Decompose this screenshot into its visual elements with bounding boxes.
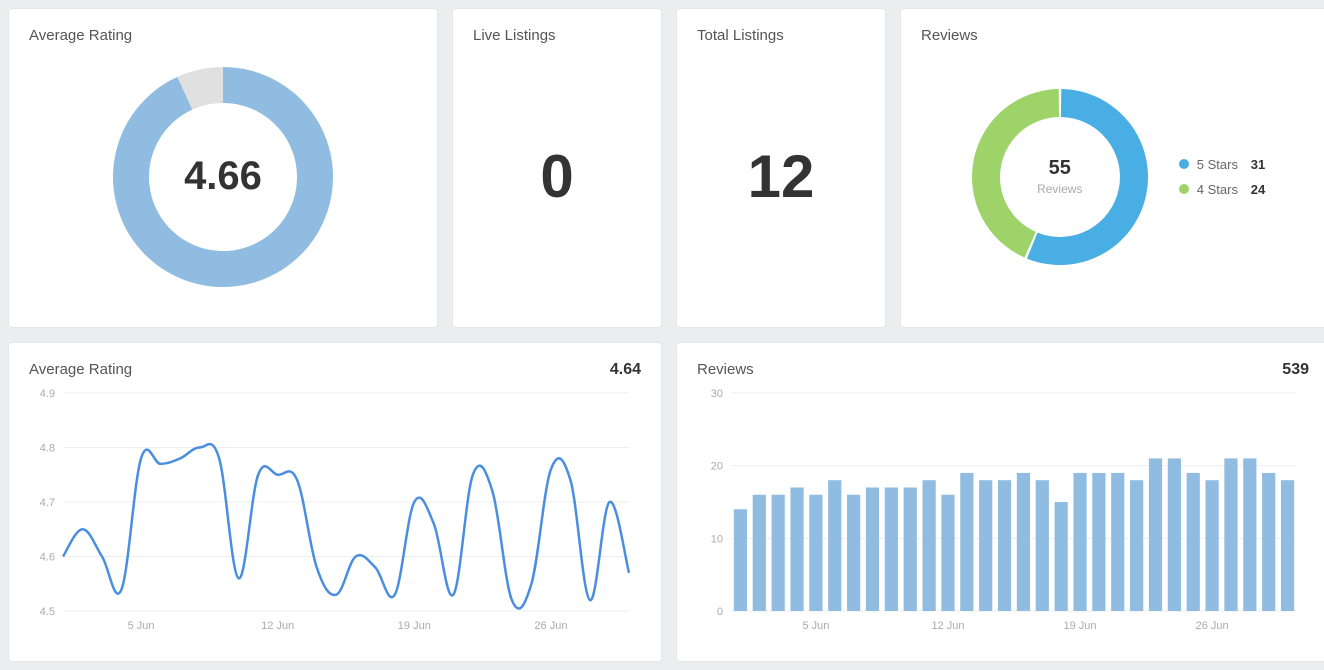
svg-text:26 Jun: 26 Jun	[1196, 620, 1229, 632]
legend-dot	[1179, 184, 1189, 194]
reviews-donut: 55 Reviews	[965, 82, 1155, 272]
card-total-listings: Total Listings 12	[676, 8, 886, 328]
legend-value: 31	[1251, 157, 1265, 172]
svg-text:4.5: 4.5	[40, 606, 55, 618]
svg-text:0: 0	[717, 606, 723, 618]
reviews-total-value: 55	[1049, 157, 1071, 180]
svg-text:12 Jun: 12 Jun	[261, 620, 294, 632]
svg-text:19 Jun: 19 Jun	[398, 620, 431, 632]
card-title: Average Rating	[29, 361, 132, 378]
dashboard-grid: Average Rating 4.66 Live Listings 0 Tota…	[0, 0, 1324, 670]
svg-text:10: 10	[711, 533, 723, 545]
svg-text:5 Jun: 5 Jun	[802, 620, 829, 632]
legend-label: 4 Stars	[1197, 182, 1243, 197]
legend-dot	[1179, 159, 1189, 169]
svg-text:5 Jun: 5 Jun	[128, 620, 155, 632]
svg-text:4.8: 4.8	[40, 443, 55, 455]
svg-text:19 Jun: 19 Jun	[1064, 620, 1097, 632]
reviews-bar-chart: 0 10 20 30 5 Jun 12 Jun 19 Jun 26 Jun	[697, 379, 1307, 637]
svg-text:20: 20	[711, 461, 723, 473]
reviews-legend: 5 Stars 31 4 Stars 24	[1179, 157, 1265, 197]
legend-value: 24	[1251, 182, 1265, 197]
card-average-rating: Average Rating 4.66	[8, 8, 438, 328]
card-live-listings: Live Listings 0	[452, 8, 662, 328]
card-average-rating-line: Average Rating 4.64 4.5 4.6 4.7 4.8 4.9 5 Jun…	[8, 342, 662, 662]
legend-row: 5 Stars 31	[1179, 157, 1265, 172]
svg-text:26 Jun: 26 Jun	[534, 620, 567, 632]
average-rating-value: 4.66	[184, 154, 262, 199]
legend-row: 4 Stars 24	[1179, 182, 1265, 197]
svg-text:30: 30	[711, 388, 723, 400]
svg-text:4.6: 4.6	[40, 552, 55, 564]
svg-text:12 Jun: 12 Jun	[931, 620, 964, 632]
card-title: Reviews	[921, 27, 1309, 44]
card-reviews: Reviews 55 Reviews 5 Stars 31 4 Stars 24	[900, 8, 1324, 328]
legend-label: 5 Stars	[1197, 157, 1243, 172]
average-rating-line-header-value: 4.64	[610, 361, 641, 379]
live-listings-value: 0	[540, 147, 573, 207]
card-reviews-bar: Reviews 539 0 10 20 30 5 Jun 12 Jun 19 Jun 26 J…	[676, 342, 1324, 662]
svg-text:4.7: 4.7	[40, 497, 55, 509]
reviews-total-label: Reviews	[1037, 182, 1082, 196]
reviews-bar-header-value: 539	[1282, 361, 1309, 379]
card-title: Total Listings	[697, 27, 865, 44]
card-title: Average Rating	[29, 27, 417, 44]
average-rating-donut: 4.66	[108, 62, 338, 292]
total-listings-value: 12	[748, 147, 815, 207]
svg-text:4.9: 4.9	[40, 388, 55, 400]
card-title: Live Listings	[473, 27, 641, 44]
card-title: Reviews	[697, 361, 754, 378]
average-rating-line-chart: 4.5 4.6 4.7 4.8 4.9 5 Jun 12 Jun 19 Jun 26 Jun	[29, 379, 639, 637]
